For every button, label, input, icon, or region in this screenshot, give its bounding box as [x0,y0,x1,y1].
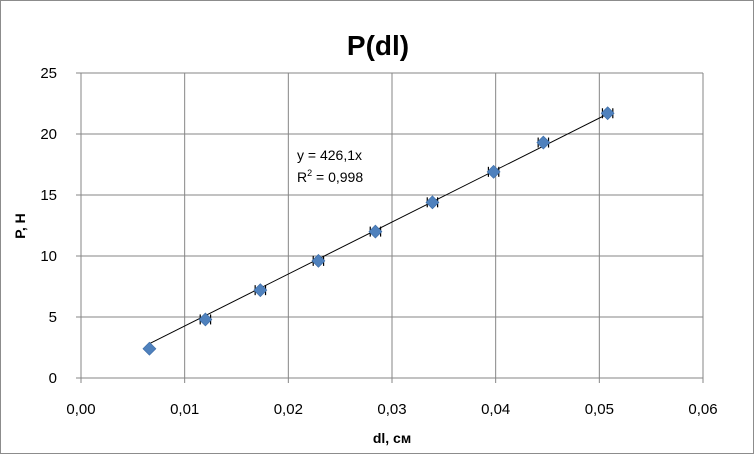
trendline-path [149,112,610,345]
data-point [368,224,383,239]
x-tick-label: 0,02 [274,401,303,418]
trendline-r2: R2 = 0,998 [297,168,363,185]
x-tick-label: 0,06 [688,401,717,418]
trendline-equation: y = 426,1x [297,147,362,163]
x-axis-label: dl, см [373,430,411,446]
tick-labels: 0,00 0,01 0,02 0,03 0,04 0,05 0,06 0 5 10 15 20 25 [40,65,717,418]
x-tick-label: 0,01 [170,401,199,418]
x-tick-label: 0,00 [66,401,95,418]
gridlines [81,72,704,378]
y-tick-label: 10 [40,248,57,265]
y-tick-label: 5 [49,309,57,326]
chart-title: P(dl) [347,30,409,61]
data-point [536,135,551,150]
data-point [425,195,440,210]
y-tick-label: 20 [40,126,57,143]
trendline [149,112,610,345]
data-point [486,164,501,179]
data-point [142,341,157,356]
y-tick-label: 15 [40,187,57,204]
y-tick-label: 0 [49,370,57,387]
data-point [253,283,268,298]
data-points [142,106,615,356]
data-point [600,106,615,121]
axes [76,72,704,383]
y-axis-label: P, Н [12,213,28,238]
y-tick-label: 25 [40,65,57,82]
data-point [198,312,213,327]
r2-superscript: 2 [307,168,312,178]
x-tick-label: 0,03 [377,401,406,418]
x-tick-label: 0,05 [585,401,614,418]
x-tick-label: 0,04 [481,401,510,418]
data-point [311,253,326,268]
